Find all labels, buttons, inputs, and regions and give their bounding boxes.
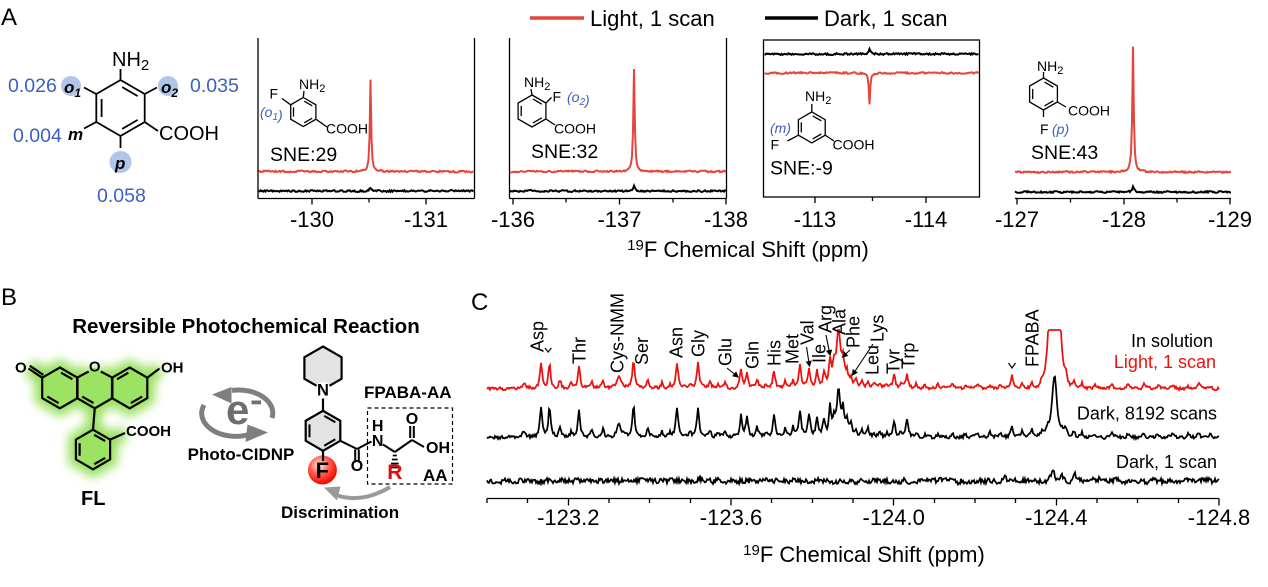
- svg-text:O: O: [89, 359, 101, 376]
- svg-text:Gly: Gly: [689, 330, 709, 357]
- svg-text:Ala: Ala: [830, 308, 850, 335]
- svg-text:Ser: Ser: [632, 337, 652, 365]
- svg-text:COOH: COOH: [326, 121, 368, 137]
- svg-text:Light, 1 scan: Light, 1 scan: [1114, 352, 1216, 372]
- svg-text:-114: -114: [905, 207, 947, 232]
- svg-text:19F Chemical Shift (ppm): 19F Chemical Shift (ppm): [627, 237, 869, 262]
- svg-text:COOH: COOH: [1068, 103, 1110, 119]
- svg-text:OH: OH: [426, 440, 450, 457]
- svg-text:Asp: Asp: [528, 321, 548, 352]
- svg-text:m: m: [68, 125, 83, 144]
- svg-text:-137: -137: [597, 207, 641, 232]
- svg-text:0.004: 0.004: [13, 125, 62, 147]
- svg-text:-136: -136: [491, 207, 535, 232]
- svg-text:(p): (p): [1052, 121, 1069, 137]
- svg-text:NH2: NH2: [1037, 58, 1063, 77]
- svg-text:COOH: COOH: [159, 123, 219, 145]
- svg-text:F: F: [1040, 121, 1049, 137]
- svg-text:OH: OH: [161, 360, 184, 377]
- svg-text:Dark, 8192 scans: Dark, 8192 scans: [1077, 404, 1217, 424]
- svg-text:-124.8: -124.8: [1188, 505, 1250, 530]
- svg-text:19F Chemical Shift (ppm): 19F Chemical Shift (ppm): [743, 542, 985, 567]
- svg-text:FPABA-AA: FPABA-AA: [364, 383, 452, 402]
- svg-text:Trp: Trp: [899, 343, 919, 369]
- svg-text:-124.4: -124.4: [1025, 505, 1087, 530]
- svg-text:B: B: [1, 284, 17, 311]
- svg-text:H: H: [372, 418, 384, 435]
- svg-text:-129: -129: [1208, 207, 1252, 232]
- svg-text:Glu: Glu: [716, 338, 736, 366]
- svg-text:SNE:-9: SNE:-9: [770, 158, 833, 180]
- svg-text:F: F: [771, 137, 780, 153]
- svg-text:SNE:29: SNE:29: [270, 144, 337, 166]
- svg-text:A: A: [1, 4, 17, 31]
- svg-text:COOH: COOH: [554, 121, 596, 137]
- svg-text:Reversible Photochemical React: Reversible Photochemical Reaction: [72, 315, 419, 338]
- svg-text:COOH: COOH: [126, 423, 171, 440]
- svg-text:Discrimination: Discrimination: [281, 503, 399, 522]
- svg-text:-124.0: -124.0: [863, 505, 925, 530]
- svg-text:Dark, 1 scan: Dark, 1 scan: [824, 6, 948, 31]
- svg-text:Met: Met: [783, 334, 803, 364]
- svg-text:(m): (m): [770, 120, 791, 136]
- svg-text:SNE:43: SNE:43: [1031, 142, 1098, 164]
- svg-text:Photo-CIDNP: Photo-CIDNP: [188, 445, 295, 464]
- svg-text:AA: AA: [423, 466, 448, 485]
- svg-text:-128: -128: [1102, 207, 1146, 232]
- svg-text:O: O: [15, 360, 27, 377]
- svg-text:FPABA: FPABA: [1023, 309, 1043, 367]
- svg-text:R: R: [387, 461, 402, 484]
- svg-text:F: F: [270, 86, 279, 102]
- svg-text:Gln: Gln: [743, 341, 763, 369]
- svg-text:-113: -113: [794, 207, 836, 232]
- svg-text:-123.6: -123.6: [700, 505, 762, 530]
- svg-text:Val: Val: [798, 320, 818, 345]
- svg-text:Cys-NMM: Cys-NMM: [608, 293, 628, 373]
- svg-text:F: F: [553, 89, 562, 105]
- svg-text:Tyr: Tyr: [884, 349, 904, 374]
- svg-text:FL: FL: [81, 488, 105, 510]
- svg-text:N: N: [317, 382, 329, 400]
- svg-text:Arg: Arg: [816, 305, 836, 333]
- svg-text:Light, 1 scan: Light, 1 scan: [590, 6, 715, 31]
- svg-text:NH2: NH2: [524, 74, 550, 93]
- svg-text:In solution: In solution: [1131, 331, 1213, 351]
- svg-text:Phe: Phe: [844, 316, 864, 348]
- svg-text:0.035: 0.035: [190, 75, 239, 97]
- svg-text:0.058: 0.058: [97, 185, 146, 207]
- svg-text:0.026: 0.026: [8, 75, 57, 97]
- svg-text:-123.2: -123.2: [537, 505, 599, 530]
- svg-text:C: C: [471, 289, 488, 316]
- svg-text:O: O: [351, 458, 363, 475]
- svg-text:Asn: Asn: [667, 327, 687, 358]
- svg-text:e: e: [226, 386, 249, 433]
- svg-text:Leu: Leu: [863, 345, 883, 375]
- svg-text:SNE:32: SNE:32: [531, 141, 598, 163]
- svg-text:-130: -130: [290, 207, 334, 232]
- svg-text:-131: -131: [404, 207, 448, 232]
- svg-text:p: p: [114, 154, 125, 173]
- svg-text:Lys: Lys: [868, 315, 888, 342]
- svg-text:O: O: [406, 411, 418, 428]
- svg-text:-127: -127: [995, 207, 1039, 232]
- svg-text:His: His: [765, 340, 785, 366]
- svg-text:COOH: COOH: [833, 137, 875, 153]
- svg-text:Thr: Thr: [570, 337, 590, 364]
- svg-text:NH2: NH2: [805, 88, 831, 107]
- svg-text:NH2: NH2: [299, 76, 325, 95]
- svg-text:-138: -138: [704, 207, 748, 232]
- svg-text:N: N: [372, 433, 384, 450]
- svg-text:F: F: [316, 458, 329, 483]
- svg-text:Dark, 1 scan: Dark, 1 scan: [1116, 452, 1217, 472]
- svg-text:Ile: Ile: [810, 344, 830, 363]
